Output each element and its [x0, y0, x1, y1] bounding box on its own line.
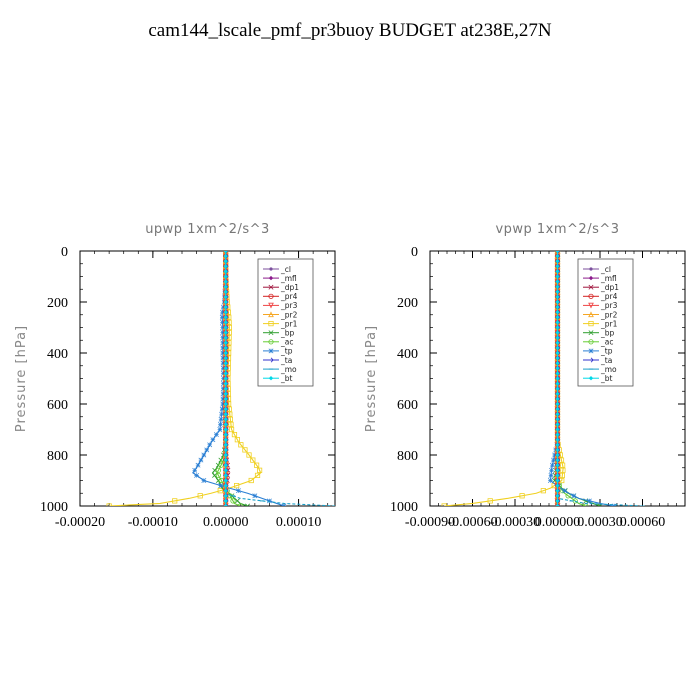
y-tick-label: 600	[397, 398, 418, 413]
legend: _cl_mfl_dp1_pr4_pr3_pr2_pr1_bp_ac_tp_ta_…	[257, 258, 314, 387]
legend-label: _pr4	[600, 292, 618, 301]
legend-item_bp: _bp	[263, 329, 295, 338]
x-tick-label: 0.00000	[203, 515, 249, 530]
legend-label: _pr1	[280, 319, 298, 328]
legend-item_mo: _mo	[583, 365, 617, 374]
legend-item_mfl: _mfl	[583, 274, 617, 283]
legend-label: _bp	[280, 329, 295, 338]
legend-item_dp1: _dp1	[263, 283, 299, 292]
y-tick-label: 200	[397, 296, 418, 311]
legend-item_pr4: _pr4	[263, 292, 298, 301]
x-tick-label: 0.00000	[535, 515, 581, 530]
y-tick-label: 0	[411, 245, 418, 260]
legend-label: _bt	[600, 374, 613, 383]
legend-item_tp: _tp	[263, 347, 293, 356]
x-tick-label: 0.00030	[577, 515, 623, 530]
legend-item_cl: _cl	[263, 265, 291, 274]
legend-label: _pr3	[600, 301, 618, 310]
chart-panel-2: vpwp 1xm^2/s^3 Pressure [hPa] 0 200 400 600 80…	[364, 222, 686, 530]
y-axis-label: Pressure [hPa]	[14, 325, 29, 432]
legend-item_ta: _ta	[583, 356, 612, 365]
legend-label: _bt	[280, 374, 293, 383]
legend-label: _ac	[280, 338, 293, 347]
legend-label: _ta	[600, 356, 612, 365]
legend-item_pr3: _pr3	[583, 301, 618, 310]
legend-item_pr1: _pr1	[583, 319, 618, 328]
y-axis-label: Pressure [hPa]	[364, 325, 379, 432]
legend-item_bt: _bt	[583, 374, 613, 383]
y-tick-label: 600	[47, 398, 68, 413]
y-tick-label: 800	[47, 449, 68, 464]
figure-title: cam144_lscale_pmf_pr3buoy BUDGET at238E,…	[148, 20, 552, 41]
legend-label: _bp	[600, 329, 615, 338]
subplot-title: upwp 1xm^2/s^3	[145, 222, 270, 237]
x-tick-label: 0.00060	[620, 515, 666, 530]
series_pr1	[441, 251, 566, 506]
subplot-title: vpwp 1xm^2/s^3	[495, 222, 619, 237]
series_bt	[555, 251, 560, 506]
series-group	[106, 251, 335, 506]
legend-item_ac: _ac	[263, 338, 293, 347]
legend-label: _cl	[280, 265, 291, 274]
y-tick-label: 400	[397, 347, 418, 362]
legend-item_pr4: _pr4	[583, 292, 618, 301]
legend-item_bp: _bp	[583, 329, 615, 338]
legend-item_tp: _tp	[583, 347, 613, 356]
legend-label: _ac	[600, 338, 613, 347]
y-tick-label: 800	[397, 449, 418, 464]
y-tick-label: 1000	[40, 500, 68, 515]
x-tick-label: -0.00060	[447, 515, 497, 530]
y-tick-label: 0	[61, 245, 68, 260]
x-tick-label: -0.00010	[128, 515, 178, 530]
legend-label: _cl	[600, 265, 611, 274]
legend-label: _tp	[600, 347, 613, 356]
legend: _cl_mfl_dp1_pr4_pr3_pr2_pr1_bp_ac_tp_ta_…	[577, 258, 634, 387]
legend-item_bt: _bt	[263, 374, 293, 383]
legend-item_cl: _cl	[583, 265, 611, 274]
legend-label: _mo	[280, 365, 297, 374]
chart-panel-1: upwp 1xm^2/s^3 Pressure [hPa] 0 200 400 600 80…	[14, 222, 336, 530]
legend-item_pr1: _pr1	[263, 319, 298, 328]
y-tick-label: 1000	[390, 500, 418, 515]
legend-item_pr2: _pr2	[263, 310, 298, 319]
x-tick-label: 0.00010	[276, 515, 322, 530]
legend-label: _pr1	[600, 319, 618, 328]
legend-label: _mfl	[600, 274, 617, 283]
x-tick-label: -0.00020	[55, 515, 105, 530]
legend-item_mo: _mo	[263, 365, 297, 374]
legend-item_mfl: _mfl	[263, 274, 297, 283]
legend-label: _pr2	[600, 310, 618, 319]
legend-label: _mo	[600, 365, 617, 374]
series-line	[109, 251, 262, 506]
x-tick-label: -0.00090	[405, 515, 455, 530]
legend-label: _dp1	[600, 283, 619, 292]
legend-item_ta: _ta	[263, 356, 292, 365]
legend-item_pr3: _pr3	[263, 301, 298, 310]
series_bt	[223, 251, 228, 506]
legend-item_ac: _ac	[583, 338, 613, 347]
series-line	[444, 251, 564, 506]
legend-box	[257, 258, 314, 387]
series-line	[192, 251, 285, 506]
series_pr1	[106, 251, 263, 506]
legend-box	[577, 258, 634, 387]
series-group	[441, 251, 645, 506]
legend-label: _mfl	[280, 274, 297, 283]
x-tick-label: -0.00030	[490, 515, 540, 530]
legend-item_pr2: _pr2	[583, 310, 618, 319]
legend-label: _dp1	[280, 283, 299, 292]
legend-label: _pr4	[280, 292, 298, 301]
legend-item_dp1: _dp1	[583, 283, 619, 292]
legend-label: _ta	[280, 356, 292, 365]
series_bp	[211, 251, 251, 506]
y-tick-label: 400	[47, 347, 68, 362]
legend-label: _pr3	[280, 301, 298, 310]
y-tick-label: 200	[47, 296, 68, 311]
legend-label: _tp	[280, 347, 293, 356]
legend-label: _pr2	[280, 310, 298, 319]
